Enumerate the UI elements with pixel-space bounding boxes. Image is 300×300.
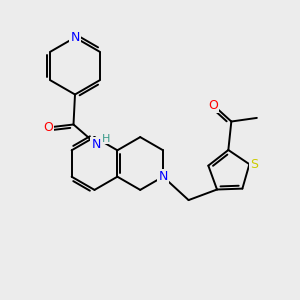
Text: N: N — [70, 31, 80, 44]
Text: S: S — [250, 158, 258, 171]
Text: N: N — [91, 137, 101, 151]
Text: H: H — [102, 134, 111, 144]
Text: O: O — [43, 121, 53, 134]
Text: O: O — [208, 98, 218, 112]
Text: N: N — [158, 170, 168, 183]
